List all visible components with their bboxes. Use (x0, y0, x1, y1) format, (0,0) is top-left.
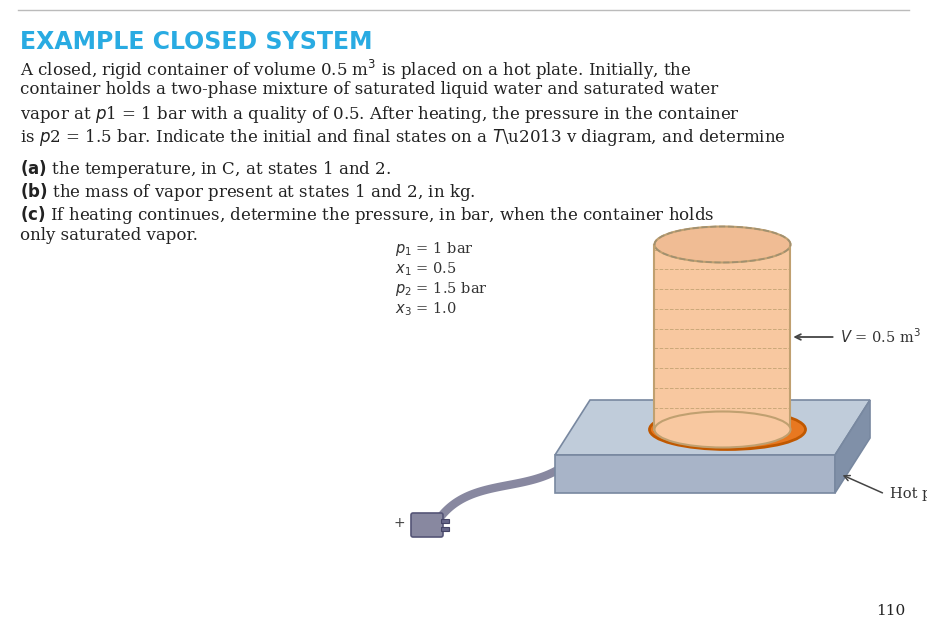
Text: only saturated vapor.: only saturated vapor. (20, 227, 197, 244)
Text: $p_2$ = 1.5 bar: $p_2$ = 1.5 bar (395, 280, 488, 298)
Text: 110: 110 (876, 604, 905, 618)
Ellipse shape (654, 411, 791, 447)
FancyBboxPatch shape (411, 513, 443, 537)
Ellipse shape (650, 410, 806, 449)
Text: A closed, rigid container of volume 0.5 m$^{3}$ is placed on a hot plate. Initia: A closed, rigid container of volume 0.5 … (20, 58, 692, 82)
Text: $\bf{(b)}$ the mass of vapor present at states 1 and 2, in kg.: $\bf{(b)}$ the mass of vapor present at … (20, 181, 476, 203)
Bar (654, 244, 791, 430)
Text: $V$ = 0.5 m$^{3}$: $V$ = 0.5 m$^{3}$ (841, 328, 921, 347)
Polygon shape (835, 400, 870, 493)
Ellipse shape (654, 227, 791, 263)
Bar (441, 519, 449, 523)
Text: EXAMPLE CLOSED SYSTEM: EXAMPLE CLOSED SYSTEM (20, 30, 373, 54)
Text: $x_1$ = 0.5: $x_1$ = 0.5 (395, 260, 457, 278)
Text: is $p$2 = 1.5 bar. Indicate the initial and final states on a $T$\u2013 v diagra: is $p$2 = 1.5 bar. Indicate the initial … (20, 127, 786, 148)
Text: $\bf{(a)}$ the temperature, in C, at states 1 and 2.: $\bf{(a)}$ the temperature, in C, at sta… (20, 158, 391, 180)
Polygon shape (555, 455, 835, 493)
Ellipse shape (675, 416, 781, 443)
Polygon shape (555, 400, 870, 455)
Text: Hot plate: Hot plate (890, 487, 927, 501)
Text: $x_3$ = 1.0: $x_3$ = 1.0 (395, 300, 457, 318)
Text: +: + (393, 516, 405, 530)
Bar (441, 527, 449, 531)
Text: container holds a two-phase mixture of saturated liquid water and saturated wate: container holds a two-phase mixture of s… (20, 81, 718, 98)
Text: $\bf{(c)}$ If heating continues, determine the pressure, in bar, when the contai: $\bf{(c)}$ If heating continues, determi… (20, 204, 715, 226)
Text: $p_1$ = 1 bar: $p_1$ = 1 bar (395, 240, 474, 258)
Text: vapor at $p$1 = 1 bar with a quality of 0.5. After heating, the pressure in the : vapor at $p$1 = 1 bar with a quality of … (20, 104, 740, 125)
